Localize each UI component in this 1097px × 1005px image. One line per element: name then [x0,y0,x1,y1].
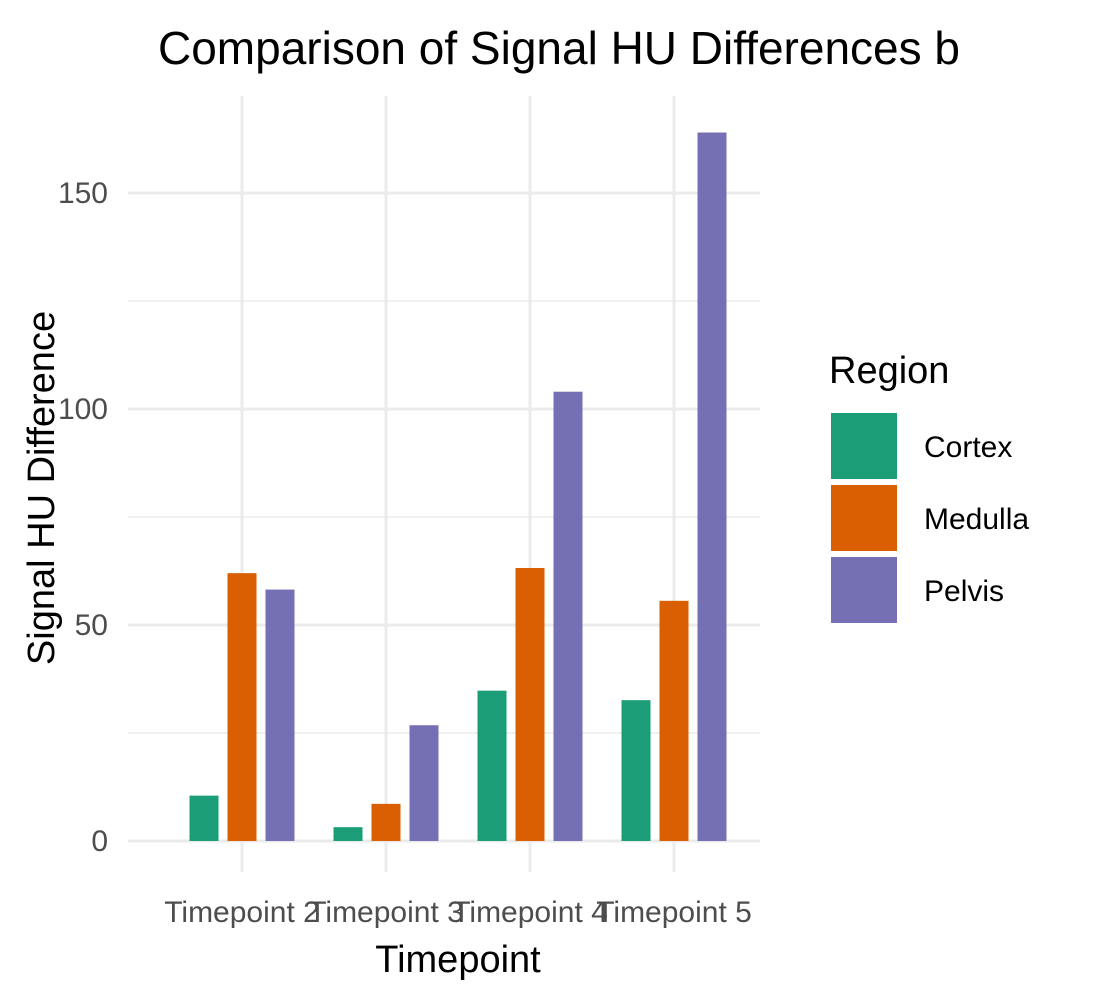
legend: Region Cortex Medulla Pelvis [829,350,1029,623]
bar-pelvis-4 [697,132,727,841]
bar-pelvis-3 [553,391,583,841]
legend-key-medulla [831,485,897,551]
x-tick-label: Timepoint 3 [308,896,464,929]
legend-key-cortex [831,413,897,479]
y-axis-title: Signal HU Difference [21,311,63,665]
bar-cortex-1 [189,795,219,841]
legend-key-pelvis [831,557,897,623]
x-tick-label: Timepoint 2 [164,896,320,929]
bar-cortex-2 [333,827,363,841]
legend-items: Cortex Medulla Pelvis [831,413,1029,623]
y-tick-labels: 0 50 100 150 [58,177,108,858]
bar-pelvis-1 [265,589,295,841]
y-tick-label: 150 [58,177,108,210]
bar-medulla-3 [515,567,545,841]
y-tick-label: 0 [91,825,108,858]
x-axis-title: Timepoint [375,939,541,981]
legend-label-medulla: Medulla [924,503,1029,536]
chart-title: Comparison of Signal HU Differences b [158,22,960,74]
bar-pelvis-2 [409,725,439,841]
y-tick-label: 100 [58,393,108,426]
legend-title: Region [829,350,949,392]
legend-label-pelvis: Pelvis [924,575,1004,608]
bar-medulla-4 [659,600,689,841]
bar-cortex-3 [477,690,507,841]
x-tick-label: Timepoint 5 [596,896,752,929]
bar-medulla-1 [227,573,257,841]
legend-label-cortex: Cortex [924,431,1012,464]
bar-medulla-2 [371,803,401,841]
x-tick-label: Timepoint 4 [452,896,608,929]
y-tick-label: 50 [75,609,108,642]
bar-cortex-4 [621,700,651,841]
bars [189,132,727,841]
